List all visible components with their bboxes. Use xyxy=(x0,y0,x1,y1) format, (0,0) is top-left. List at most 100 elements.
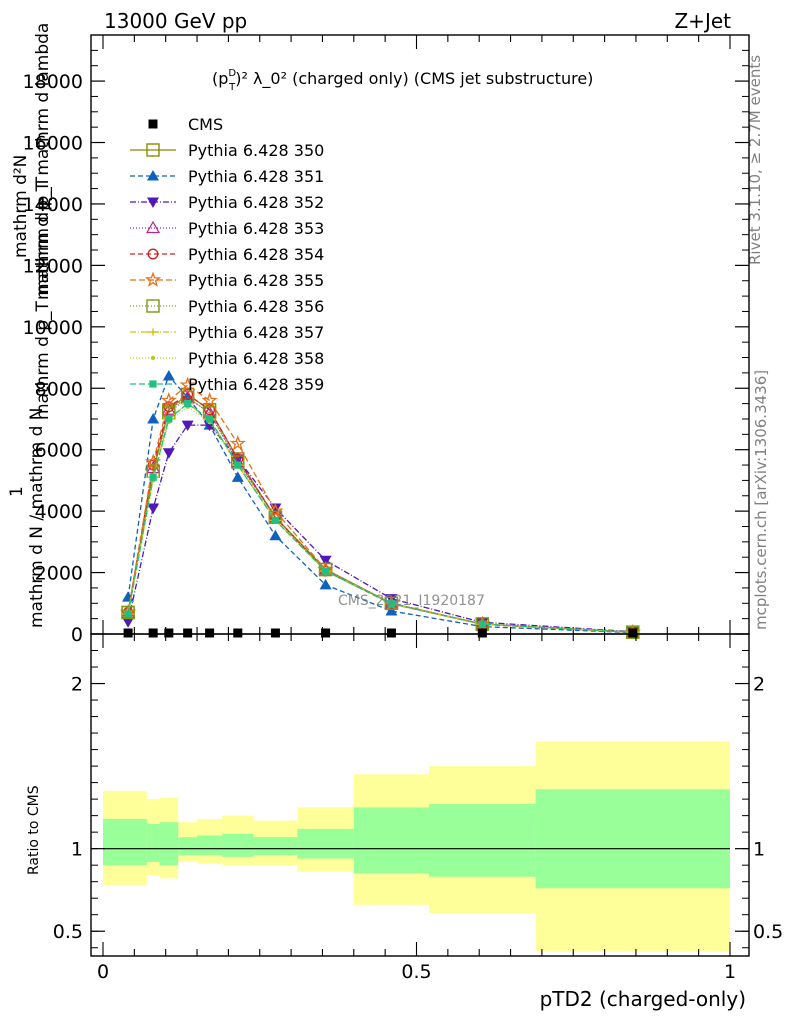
marker-square xyxy=(149,380,157,388)
ratio-y-tick-label: 0.5 xyxy=(53,921,83,943)
marker-triangle-up xyxy=(147,412,160,424)
marker-dot xyxy=(150,355,156,361)
marker-cms xyxy=(233,628,243,638)
marker-triangle-down xyxy=(162,448,175,459)
process-label: Z+Jet xyxy=(674,9,731,33)
ratio-band-inner xyxy=(159,822,179,866)
legend-label: Pythia 6.428 359 xyxy=(188,375,324,394)
x-tick-label: 0 xyxy=(97,961,109,983)
legend-entry: Pythia 6.428 357 xyxy=(130,323,324,342)
marker-triangle-up xyxy=(231,471,244,482)
ratio-band-inner xyxy=(103,818,147,866)
marker-cms xyxy=(148,628,158,638)
marker-triangle-up-open xyxy=(161,402,176,415)
ylabel-mid2: mathrm d p_T mathrm d p_T xyxy=(33,176,53,420)
legend-label: Pythia 6.428 352 xyxy=(188,193,324,212)
marker-cms xyxy=(183,628,193,638)
marker-triangle-down xyxy=(147,197,159,208)
marker-star-open xyxy=(267,502,284,519)
legend-label: Pythia 6.428 350 xyxy=(188,141,324,160)
ratio-y-tick-label: 1 xyxy=(71,839,83,861)
main-y-tick-label: 10000 xyxy=(23,317,83,339)
marker-cms xyxy=(164,628,174,638)
series-line xyxy=(127,396,633,633)
marker-circle-open xyxy=(182,388,194,400)
x-tick-label: 1 xyxy=(724,961,736,983)
legend-entry: Pythia 6.428 351 xyxy=(130,167,324,186)
legend-label: Pythia 6.428 357 xyxy=(188,323,324,342)
rivet-label: Rivet 3.1.10, ≥ 2.7M events xyxy=(746,55,764,265)
marker-triangle-up-open xyxy=(145,220,161,234)
main-y-tick-label: 4000 xyxy=(35,501,83,523)
ratio-plot-frame xyxy=(90,633,750,957)
ylabel-bottom: mathrm d N / mathrm d N xyxy=(27,407,47,628)
ratio-band-inner xyxy=(146,823,160,862)
marker-triangle-up xyxy=(162,369,175,381)
marker-star-open xyxy=(201,391,218,408)
ratio-plot-panel: 0.5 0.5 1 1 2 2 0 0.5 1 xyxy=(53,633,783,983)
x-axis-label: pTD2 (charged-only) xyxy=(540,987,746,1011)
marker-triangle-up xyxy=(269,529,282,541)
marker-square xyxy=(234,461,242,469)
main-y-tick-label: 0 xyxy=(71,624,83,646)
marker-star-open xyxy=(144,271,162,287)
main-y-tick-label: 8000 xyxy=(35,378,83,400)
marker-triangle-up xyxy=(147,170,159,181)
marker-square xyxy=(205,415,214,423)
ratio-band-inner xyxy=(429,804,536,877)
legend-entry: Pythia 6.428 354 xyxy=(130,245,324,264)
ratio-band-inner xyxy=(353,807,430,874)
ratio-y-tick-label-right: 2 xyxy=(753,674,765,696)
legend-entry: Pythia 6.428 352 xyxy=(130,193,324,212)
ylabel-top: mathrm d²N xyxy=(11,155,31,258)
plot-title: (pD T)² λ_0² (charged only) (CMS jet subs… xyxy=(212,68,593,93)
ylabel-one: 1 xyxy=(7,486,27,497)
x-tick-label: 0.5 xyxy=(401,961,431,983)
legend-entry: Pythia 6.428 359 xyxy=(130,375,324,394)
ratio-y-tick-label-right: 1 xyxy=(753,839,765,861)
legend-entry: Pythia 6.428 355 xyxy=(130,271,324,290)
series-line xyxy=(127,424,633,633)
marker-cms xyxy=(628,628,638,638)
ratio-band-inner xyxy=(178,837,198,856)
legend-label: Pythia 6.428 355 xyxy=(188,271,324,290)
marker-triangle-down xyxy=(181,420,194,432)
legend-label: Pythia 6.428 356 xyxy=(188,297,324,316)
marker-square-open xyxy=(146,143,160,157)
marker-square-open xyxy=(146,299,160,313)
marker-square xyxy=(271,516,280,524)
marker-star-open xyxy=(160,391,177,408)
marker-square-open xyxy=(318,562,333,577)
marker-triangle-up xyxy=(385,604,398,616)
main-y-tick-label: 18000 xyxy=(23,71,83,93)
marker-circle-open xyxy=(147,248,159,260)
legend-entry: Pythia 6.428 350 xyxy=(130,141,324,160)
main-y-axis-label: mathrm d²N mathrm d p_T mathrm d lambda … xyxy=(7,23,53,628)
ratio-band-inner xyxy=(197,835,223,856)
marker-cms xyxy=(148,119,158,129)
marker-square xyxy=(387,599,396,608)
legend-label: Pythia 6.428 358 xyxy=(188,349,324,368)
series-cms xyxy=(123,628,638,638)
marker-square xyxy=(124,610,132,618)
marker-square xyxy=(184,400,192,408)
ratio-y-tick-label: 2 xyxy=(71,674,83,696)
marker-cross xyxy=(147,328,159,336)
legend-label: Pythia 6.428 354 xyxy=(188,245,324,264)
series-line xyxy=(127,402,633,633)
marker-square-open xyxy=(121,605,135,620)
legend-label: Pythia 6.428 351 xyxy=(188,167,324,186)
ylabel-mid1: mathrm d p_T mathrm d lambda xyxy=(33,23,53,300)
main-plot-panel: 0 2000 4000 6000 8000 10000 12000 14000 16000 180… xyxy=(23,34,750,646)
legend-label: CMS xyxy=(188,115,223,134)
marker-square xyxy=(478,620,486,628)
legend-entry: Pythia 6.428 353 xyxy=(130,219,324,238)
mcplots-label: mcplots.cern.ch [arXiv:1306.3436] xyxy=(752,370,770,630)
main-y-tick-label: 12000 xyxy=(23,255,83,277)
marker-triangle-up xyxy=(319,578,332,590)
ratio-band-inner xyxy=(535,789,730,889)
marker-triangle-down xyxy=(122,617,135,628)
marker-triangle-down xyxy=(147,503,160,515)
legend-entry: Pythia 6.428 356 xyxy=(130,297,324,316)
